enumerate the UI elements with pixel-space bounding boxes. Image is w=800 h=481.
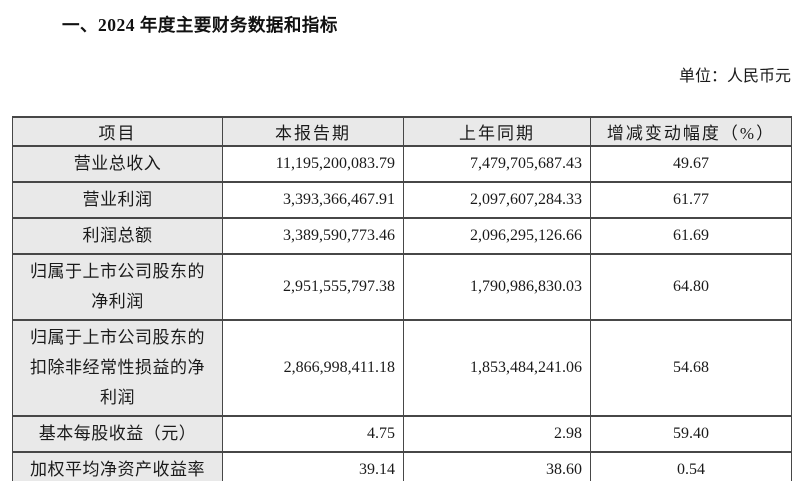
row-current-value: 2,866,998,411.18 — [222, 319, 404, 417]
header-prior-period: 上年同期 — [403, 116, 591, 147]
row-change-value: 54.68 — [590, 319, 792, 417]
row-item-label: 基本每股收益（元） — [12, 415, 223, 453]
row-prior-value: 1,853,484,241.06 — [403, 319, 591, 417]
row-current-value: 2,951,555,797.38 — [222, 253, 404, 321]
financial-indicators-table: 项目 本报告期 上年同期 增减变动幅度（%） 营业总收入 11,195,200,… — [12, 116, 792, 481]
row-prior-value: 2.98 — [403, 415, 591, 453]
table-row-weighted-avg-roe: 加权平均净资产收益率 39.14 38.60 0.54 — [12, 451, 792, 481]
table-row-basic-eps: 基本每股收益（元） 4.75 2.98 59.40 — [12, 415, 792, 453]
row-current-value: 3,393,366,467.91 — [222, 181, 404, 219]
row-change-value: 0.54 — [590, 451, 792, 481]
table-row-total-revenue: 营业总收入 11,195,200,083.79 7,479,705,687.43… — [12, 145, 792, 183]
header-change-percent: 增减变动幅度（%） — [590, 116, 792, 147]
row-item-label: 利润总额 — [12, 217, 223, 255]
row-change-value: 59.40 — [590, 415, 792, 453]
row-item-label: 加权平均净资产收益率 — [12, 451, 223, 481]
row-item-label: 归属于上市公司股东的扣除非经常性损益的净利润 — [12, 319, 223, 417]
row-current-value: 11,195,200,083.79 — [222, 145, 404, 183]
row-item-label: 归属于上市公司股东的净利润 — [12, 253, 223, 321]
row-change-value: 61.77 — [590, 181, 792, 219]
row-item-label: 营业利润 — [12, 181, 223, 219]
table-row-net-profit-attributable: 归属于上市公司股东的净利润 2,951,555,797.38 1,790,986… — [12, 253, 792, 321]
table-row-operating-profit: 营业利润 3,393,366,467.91 2,097,607,284.33 6… — [12, 181, 792, 219]
row-prior-value: 2,097,607,284.33 — [403, 181, 591, 219]
table-header-row: 项目 本报告期 上年同期 增减变动幅度（%） — [12, 116, 792, 147]
table-row-total-profit: 利润总额 3,389,590,773.46 2,096,295,126.66 6… — [12, 217, 792, 255]
unit-label: 单位：人民币元 — [678, 68, 791, 85]
row-current-value: 3,389,590,773.46 — [222, 217, 404, 255]
document-page: 一、2024 年度主要财务数据和指标 单位：人民币元 项目 本报告期 上年同期 … — [0, 13, 800, 481]
row-current-value: 39.14 — [222, 451, 404, 481]
row-prior-value: 38.60 — [403, 451, 591, 481]
row-prior-value: 2,096,295,126.66 — [403, 217, 591, 255]
row-prior-value: 1,790,986,830.03 — [403, 253, 591, 321]
row-prior-value: 7,479,705,687.43 — [403, 145, 591, 183]
header-current-period: 本报告期 — [222, 116, 404, 147]
row-change-value: 61.69 — [590, 217, 792, 255]
row-item-label: 营业总收入 — [12, 145, 223, 183]
row-change-value: 49.67 — [590, 145, 792, 183]
section-title: 一、2024 年度主要财务数据和指标 — [62, 15, 338, 35]
table-row-net-profit-excl-nonrecurring: 归属于上市公司股东的扣除非经常性损益的净利润 2,866,998,411.18 … — [12, 319, 792, 417]
row-current-value: 4.75 — [222, 415, 404, 453]
row-change-value: 64.80 — [590, 253, 792, 321]
header-item: 项目 — [12, 116, 223, 147]
